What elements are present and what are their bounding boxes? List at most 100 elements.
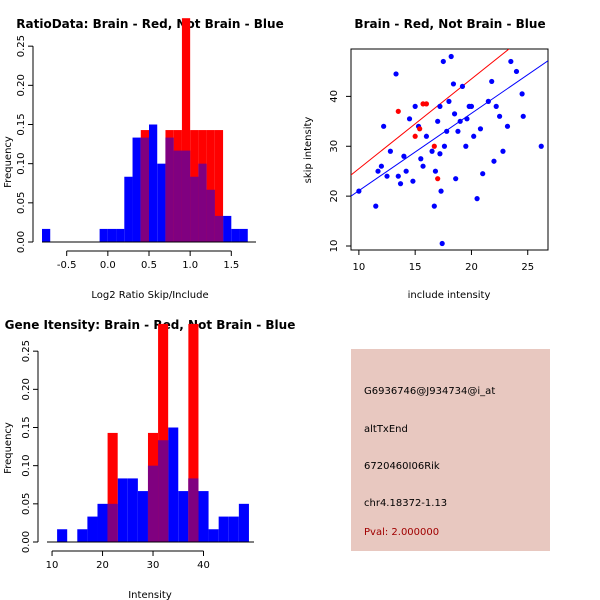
notbrain-point [513,68,520,75]
ratio-x-tick-label: -0.5 [57,260,77,271]
notbrain-point [459,83,466,90]
notbrain-point [429,148,435,154]
scatter-y-tick-label: 20 [329,190,340,203]
intensity-overlap-bar [147,465,159,542]
notbrain-point [440,58,446,65]
intensity-y-tick-label: 0.15 [21,416,32,438]
scatter-panel: Brain - Red, Not Brain - Blue 10 15 20 25 1… [303,17,549,301]
ratio-x-tick-label: 0.0 [100,260,116,271]
ratio-histogram-xlabel: Log2 Ratio Skip/Include [91,290,208,301]
intensity-notbrain-bar [228,516,239,542]
notbrain-point [420,163,426,169]
notbrain-point [474,196,480,202]
scatter-x-tick-label: 25 [521,262,534,273]
notbrain-point [387,148,393,154]
intensity-x-tick-label: 30 [147,560,160,571]
intensity-histogram-y-axis: 0.00 0.05 0.10 0.15 0.20 0.25 [21,340,39,553]
probe-id: G6936746@J934734@i_at [364,386,496,397]
ratio-notbrain-bar [239,228,248,242]
scatter-ylabel: skip intensity [303,117,314,184]
pvalue-text: Pval: 2.000000 [364,527,440,538]
ratio-overlap-bar [181,150,191,242]
notbrain-point [418,156,424,162]
notbrain-point [463,143,469,149]
notbrain-fit-line [351,60,548,197]
notbrain-point [393,71,399,77]
ratio-notbrain-bar [124,176,133,242]
genomic-location: chr4.18372-1.13 [364,498,448,509]
ratio-y-tick-label: 0.15 [16,113,27,135]
ratio-notbrain-bar [99,228,108,242]
intensity-notbrain-bar [137,491,148,542]
intensity-x-tick-label: 10 [46,560,59,571]
notbrain-point [500,148,506,154]
intensity-brain-bar [107,432,118,542]
notbrain-point [468,103,475,109]
ratio-brain-bar [206,130,215,242]
intensity-notbrain-bar [168,427,179,542]
notbrain-point [437,103,443,109]
intensity-notbrain-bar [87,516,98,542]
notbrain-point [423,133,430,139]
ratio-histogram-bars [42,18,256,243]
notbrain-point [435,118,441,124]
notbrain-point [439,240,445,247]
ratio-notbrain-bar [231,228,240,242]
intensity-notbrain-bar [198,491,209,542]
ratio-notbrain-bar [157,163,166,242]
intensity-notbrain-bar [127,478,138,542]
ratio-histogram-x-axis: -0.5 0.0 0.5 1.0 1.5 [57,250,239,271]
scatter-fit-lines [351,49,548,197]
ratio-y-tick-label: 0.05 [16,192,27,214]
ratio-histogram-y-axis: 0.00 0.05 0.10 0.15 0.20 0.25 [16,35,34,253]
intensity-notbrain-bar [117,478,128,542]
intensity-y-tick-label: 0.25 [21,340,32,362]
scatter-x-tick-label: 20 [465,262,478,273]
ratio-notbrain-bar [149,124,158,242]
notbrain-point [446,98,452,104]
ratio-overlap-bar [206,189,215,242]
intensity-notbrain-bar [178,491,189,542]
notbrain-point [431,203,437,209]
intensity-histogram-xlabel: Intensity [128,590,172,600]
notbrain-point [381,123,387,129]
intensity-y-tick-label: 0.20 [21,378,32,400]
intensity-histogram-panel: Gene Itensity: Brain - Red, Not Brain - … [3,318,295,600]
notbrain-point [406,116,413,122]
notbrain-point [432,168,439,174]
ratio-notbrain-bar [107,228,117,242]
brain-point [423,101,430,107]
notbrain-point [519,91,525,97]
intensity-y-tick-label: 0.10 [21,455,32,477]
intensity-notbrain-bar [57,529,68,542]
notbrain-point [403,168,409,174]
event-type: altTxEnd [364,424,408,435]
notbrain-point [384,173,390,179]
ratio-x-tick-label: 1.5 [223,260,239,271]
intensity-brain-bar [158,323,169,542]
intensity-notbrain-bar [208,529,219,542]
notbrain-point [373,203,379,209]
notbrain-point [448,53,454,60]
notbrain-point [520,113,526,119]
ratio-notbrain-bar [116,228,125,242]
notbrain-point [375,168,381,174]
notbrain-point [356,188,362,194]
notbrain-point [464,116,470,122]
ratio-notbrain-bar [132,137,141,242]
scatter-x-tick-label: 10 [353,262,366,273]
scatter-points [356,53,544,247]
brain-point [431,143,437,149]
ratio-overlap-bar [173,150,182,242]
notbrain-point [410,178,416,184]
brain-fit-line [351,49,510,176]
intensity-notbrain-bar [97,503,108,542]
notbrain-point [450,81,457,87]
notbrain-point [437,151,443,157]
gene-name: 6720460I06Rik [364,461,440,472]
ratio-overlap-bar [190,176,199,242]
intensity-histogram-ylabel: Frequency [3,422,14,474]
intensity-notbrain-bar [238,503,249,542]
ratio-y-tick-label: 0.10 [16,153,27,175]
scatter-x-axis: 10 15 20 25 [353,250,534,273]
